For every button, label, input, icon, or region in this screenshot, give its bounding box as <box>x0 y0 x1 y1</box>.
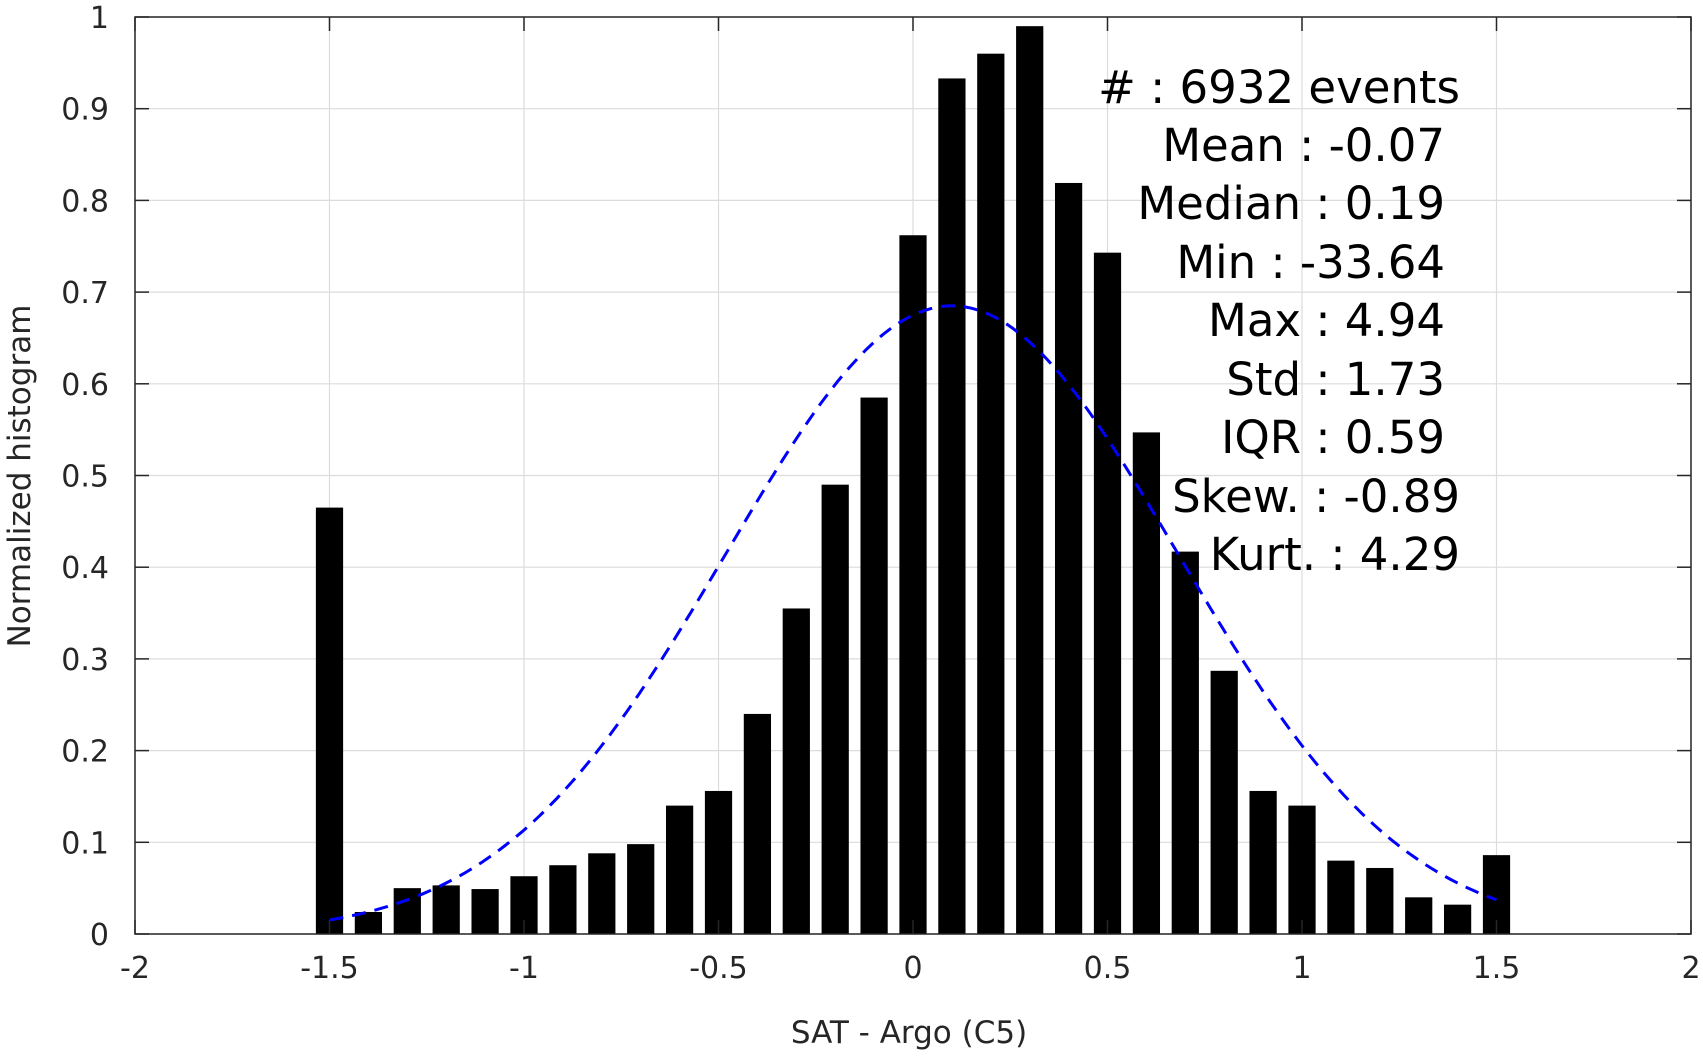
gaussian-fit-curve-group <box>329 304 1498 922</box>
histogram-bar <box>549 865 577 934</box>
histogram-bar <box>393 888 421 934</box>
histogram-bar <box>627 844 655 934</box>
histogram-bar <box>899 235 927 935</box>
y-tick-label: 0.2 <box>61 735 109 770</box>
histogram-bar <box>704 790 733 934</box>
histogram-bar <box>588 853 616 934</box>
axes-frame <box>134 16 1692 935</box>
histogram-bar <box>1288 805 1316 934</box>
y-tick-label: 0.8 <box>61 184 109 219</box>
stats-line: Kurt. : 4.29 <box>1210 528 1460 581</box>
y-tick-label: 0.1 <box>61 826 109 861</box>
histogram-bar <box>782 608 810 934</box>
histogram-bar <box>1249 790 1277 934</box>
stats-line: Min : -33.64 <box>1176 236 1445 289</box>
x-axis-label: SAT - Argo (C5) <box>791 1015 1027 1051</box>
stats-line: IQR : 0.59 <box>1221 411 1445 464</box>
histogram-bar <box>315 507 344 934</box>
y-tick-label: 0 <box>90 918 109 953</box>
x-tick-label: -1.5 <box>300 951 359 986</box>
histogram-bar <box>938 78 966 934</box>
histogram-bar <box>471 889 499 934</box>
stats-line: # : 6932 events <box>1098 61 1460 114</box>
y-tick-label: 0.5 <box>61 460 109 495</box>
histogram-bar <box>1210 670 1238 934</box>
stats-line: Std : 1.73 <box>1226 353 1445 406</box>
x-tick-label: 1 <box>1292 951 1311 986</box>
histogram-bar <box>743 713 772 934</box>
histogram-bar <box>821 484 849 934</box>
histogram-bar <box>1366 867 1394 934</box>
x-tick-label: 1.5 <box>1473 951 1521 986</box>
histogram-bar <box>1016 26 1044 935</box>
histogram-bar <box>1327 860 1355 934</box>
x-tick-label: -0.5 <box>689 951 748 986</box>
y-tick-label: 0.6 <box>61 368 109 403</box>
histogram-bar <box>1405 897 1433 934</box>
stats-line: Mean : -0.07 <box>1162 119 1445 172</box>
y-tick-label: 0.7 <box>61 276 109 311</box>
x-tick-label: -2 <box>120 951 150 986</box>
histogram-bar <box>432 885 460 934</box>
histogram-bar <box>1093 252 1122 934</box>
histogram-bar <box>1443 904 1472 934</box>
x-tick-label: 0 <box>903 951 922 986</box>
histogram-bar <box>1054 182 1083 935</box>
y-tick-label: 0.4 <box>61 551 109 586</box>
x-tick-label: 2 <box>1681 951 1700 986</box>
histogram-bar <box>354 911 383 934</box>
histogram-bar <box>977 53 1005 935</box>
tick-labels: -2 -1.5 -1 -0.5 0 0.5 1 1.5 2 0 0.1 0.2 0.3 0.4 0.5 0.6… <box>61 1 1700 986</box>
histogram-bar <box>1132 432 1161 934</box>
x-tick-label: -1 <box>509 951 539 986</box>
y-tick-label: 0.3 <box>61 643 109 678</box>
stats-line: Skew. : -0.89 <box>1172 470 1460 523</box>
histogram-bar <box>860 397 888 934</box>
histogram-bar <box>1171 551 1199 934</box>
y-tick-label: 0.9 <box>61 93 109 128</box>
y-tick-label: 1 <box>90 1 109 36</box>
histogram-bar <box>665 805 694 934</box>
x-tick-label: 0.5 <box>1084 951 1132 986</box>
y-axis-label: Normalized histogram <box>2 305 38 648</box>
stats-line: Max : 4.94 <box>1208 294 1445 347</box>
gaussian-fit-curve <box>329 304 1498 922</box>
histogram-bars <box>315 26 1511 935</box>
stats-line: Median : 0.19 <box>1137 177 1445 230</box>
